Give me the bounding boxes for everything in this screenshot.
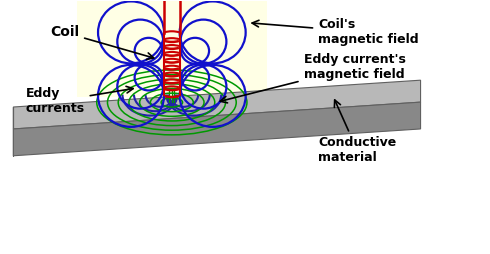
Text: Conductive
material: Conductive material: [318, 100, 396, 164]
Text: Eddy current's
magnetic field: Eddy current's magnetic field: [220, 53, 405, 103]
Text: Eddy
currents: Eddy currents: [25, 86, 133, 115]
Polygon shape: [13, 102, 420, 156]
Polygon shape: [13, 80, 420, 129]
Text: Coil: Coil: [50, 25, 154, 59]
Polygon shape: [77, 0, 267, 97]
Text: Coil's
magnetic field: Coil's magnetic field: [252, 18, 419, 46]
